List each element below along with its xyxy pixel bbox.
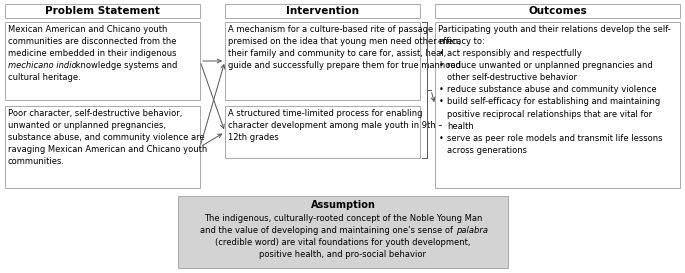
Text: their family and community to care for, assist, heal,: their family and community to care for, … (228, 49, 446, 58)
Text: reduce unwanted or unplanned pregnancies and: reduce unwanted or unplanned pregnancies… (447, 61, 653, 70)
Text: act responsibly and respectfully: act responsibly and respectfully (447, 49, 582, 58)
Text: reduce substance abuse and community violence: reduce substance abuse and community vio… (447, 85, 657, 94)
Text: •: • (439, 134, 444, 143)
Text: positive health, and pro-social behavior: positive health, and pro-social behavior (260, 250, 427, 259)
Text: character development among male youth in 9th –: character development among male youth i… (228, 121, 443, 130)
Text: substance abuse, and community violence are: substance abuse, and community violence … (8, 133, 205, 142)
Text: 12th grades: 12th grades (228, 133, 279, 142)
Text: knowledge systems and: knowledge systems and (73, 61, 177, 70)
Text: Poor character, self-destructive behavior,: Poor character, self-destructive behavio… (8, 109, 182, 118)
Bar (225, 4, 420, 18)
Text: Participating youth and their relations develop the self-: Participating youth and their relations … (438, 25, 671, 34)
Text: premised on the idea that young men need other men,: premised on the idea that young men need… (228, 37, 461, 46)
Text: Outcomes: Outcomes (528, 6, 587, 16)
Bar (178, 196, 508, 268)
Text: Mexican American and Chicano youth: Mexican American and Chicano youth (8, 25, 167, 34)
Bar (435, 4, 680, 18)
Bar (225, 106, 420, 158)
Text: and the value of developing and maintaining one’s sense of: and the value of developing and maintain… (200, 226, 456, 235)
Text: •: • (439, 97, 444, 106)
Text: build self-efficacy for establishing and maintaining: build self-efficacy for establishing and… (447, 97, 660, 106)
Text: •: • (439, 85, 444, 94)
Text: cultural heritage.: cultural heritage. (8, 73, 81, 82)
Bar (225, 22, 420, 100)
Text: •: • (439, 61, 444, 70)
Text: medicine embedded in their indigenous: medicine embedded in their indigenous (8, 49, 177, 58)
Text: (credible word) are vital foundations for youth development,: (credible word) are vital foundations fo… (215, 238, 471, 247)
Text: guide and successfully prepare them for true manhood: guide and successfully prepare them for … (228, 61, 461, 70)
Text: Assumption: Assumption (310, 200, 375, 210)
Text: health: health (447, 122, 474, 131)
Text: Problem Statement: Problem Statement (45, 6, 160, 16)
Text: serve as peer role models and transmit life lessons: serve as peer role models and transmit l… (447, 134, 662, 143)
Text: The indigenous, culturally-rooted concept of the Noble Young Man: The indigenous, culturally-rooted concep… (204, 214, 482, 223)
Text: unwanted or unplanned pregnancies,: unwanted or unplanned pregnancies, (8, 121, 166, 130)
Text: Intervention: Intervention (286, 6, 359, 16)
Text: palabra: palabra (456, 226, 488, 235)
Bar (5, 22, 200, 100)
Text: across generations: across generations (447, 146, 527, 155)
Text: communities.: communities. (8, 157, 65, 166)
Text: A structured time-limited process for enabling: A structured time-limited process for en… (228, 109, 423, 118)
Text: mechicano indio: mechicano indio (8, 61, 77, 70)
Text: other self-destructive behavior: other self-destructive behavior (447, 73, 577, 82)
Bar (5, 106, 200, 188)
Text: ravaging Mexican American and Chicano youth: ravaging Mexican American and Chicano yo… (8, 145, 208, 154)
Text: positive reciprocal relationships that are vital for: positive reciprocal relationships that a… (447, 109, 652, 118)
Text: •: • (439, 49, 444, 58)
Text: efficacy to:: efficacy to: (438, 37, 485, 46)
Bar (5, 4, 200, 18)
Bar (435, 22, 680, 188)
Text: communities are disconnected from the: communities are disconnected from the (8, 37, 177, 46)
Text: A mechanism for a culture-based rite of passage: A mechanism for a culture-based rite of … (228, 25, 433, 34)
